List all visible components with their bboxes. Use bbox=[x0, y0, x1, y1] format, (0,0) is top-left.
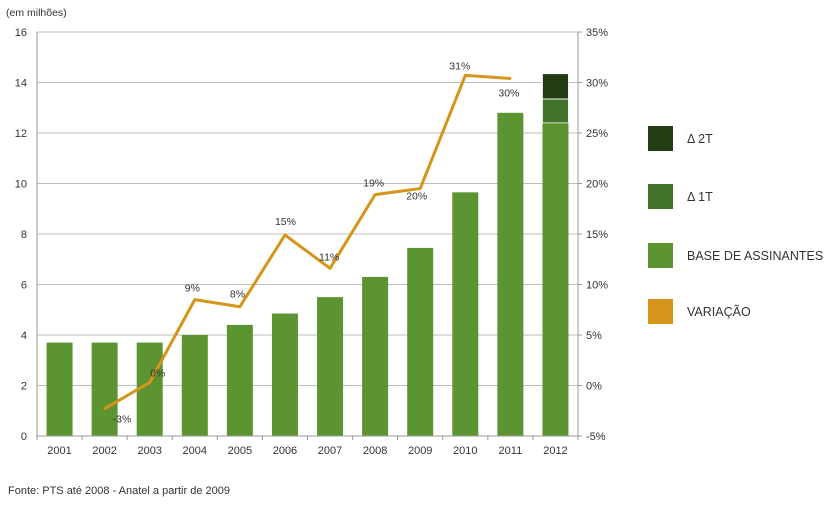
legend-label-delta-1t: Δ 1T bbox=[687, 189, 713, 204]
y-left-tick-4: 4 bbox=[21, 330, 27, 342]
y-axis-unit-label: (em milhões) bbox=[6, 7, 67, 19]
y-left-tick-16: 16 bbox=[15, 27, 27, 39]
data-label-2009: 20% bbox=[406, 191, 427, 203]
legend-swatch-base-assinantes bbox=[648, 243, 673, 268]
bar-base-de-assinantes-2003 bbox=[136, 342, 163, 436]
x-tick-2005: 2005 bbox=[228, 445, 252, 457]
axes bbox=[36, 31, 582, 440]
y-left-tick-12: 12 bbox=[15, 128, 27, 140]
x-tick-2010: 2010 bbox=[453, 445, 477, 457]
bars bbox=[46, 73, 569, 437]
x-tick-2009: 2009 bbox=[408, 445, 432, 457]
data-label-2007: 11% bbox=[319, 251, 339, 263]
legend-swatch-variacao bbox=[648, 299, 673, 324]
variation-point-2004 bbox=[193, 298, 196, 301]
data-label-2004: 9% bbox=[185, 283, 200, 295]
y-right-tick-0%: 0% bbox=[586, 381, 602, 393]
bar-base-de-assinantes-2001 bbox=[46, 342, 73, 436]
variation-point-2007 bbox=[328, 267, 332, 270]
y-left-tick-8: 8 bbox=[21, 229, 27, 241]
source-note: Fonte: PTS até 2008 - Anatel a partir de… bbox=[8, 485, 230, 497]
data-label-2011: 30% bbox=[498, 87, 519, 99]
y-left-tick-14: 14 bbox=[15, 78, 27, 90]
legend-swatch-delta-1t bbox=[648, 184, 673, 209]
bar-base-de-assinantes-2004 bbox=[181, 335, 208, 436]
variation-polyline bbox=[103, 73, 511, 411]
bar--1t-2012 bbox=[542, 98, 569, 124]
y-left-tick-0: 0 bbox=[21, 431, 27, 443]
bar-base-de-assinantes-2008 bbox=[362, 276, 389, 436]
bar-base-de-assinantes-2006 bbox=[271, 313, 298, 436]
bar-base-de-assinantes-2009 bbox=[407, 247, 434, 436]
x-tick-2001: 2001 bbox=[47, 445, 71, 457]
data-label-2008: 19% bbox=[363, 178, 384, 190]
y-right-tick-20%: 20% bbox=[586, 179, 608, 191]
x-tick-2008: 2008 bbox=[363, 445, 387, 457]
legend-label-delta-2t: Δ 2T bbox=[687, 131, 713, 146]
bar-base-de-assinantes-2005 bbox=[226, 324, 253, 436]
y-left-tick-10: 10 bbox=[15, 179, 27, 191]
legend-label-base-assinantes: BASE DE ASSINANTES bbox=[687, 248, 824, 263]
bar-base-de-assinantes-2007 bbox=[317, 297, 344, 436]
legend-item-delta-2t: Δ 2T bbox=[648, 126, 713, 151]
legend-swatch-delta-2t bbox=[648, 126, 673, 151]
y-right-tick-10%: 10% bbox=[586, 280, 608, 292]
y-right-tick-25%: 25% bbox=[586, 128, 608, 140]
y-right-tick-5%: 5% bbox=[586, 330, 602, 342]
variation-point-2009 bbox=[419, 187, 422, 190]
y-right-tick--5%: -5% bbox=[586, 431, 606, 443]
x-tick-2002: 2002 bbox=[92, 445, 116, 457]
variation-point-2011 bbox=[509, 77, 512, 80]
gridlines bbox=[37, 31, 578, 386]
variation-line bbox=[103, 73, 512, 411]
legend-label-variacao: VARIAÇÃO bbox=[687, 304, 751, 319]
y-right-tick-35%: 35% bbox=[586, 27, 608, 39]
y-left-tick-6: 6 bbox=[21, 280, 27, 292]
data-label-2006: 15% bbox=[275, 216, 296, 228]
x-tick-2012: 2012 bbox=[543, 445, 567, 457]
data-label-2005: 8% bbox=[230, 289, 245, 301]
y-right-tick-15%: 15% bbox=[586, 229, 608, 241]
data-label-2002: -3% bbox=[113, 414, 132, 426]
variation-point-2010 bbox=[464, 74, 467, 77]
x-tick-2006: 2006 bbox=[273, 445, 297, 457]
y-left-tick-2: 2 bbox=[21, 381, 27, 393]
legend-item-variacao: VARIAÇÃO bbox=[648, 299, 751, 324]
bar-base-de-assinantes-2012 bbox=[542, 122, 569, 437]
x-tick-2004: 2004 bbox=[183, 445, 207, 457]
bar-base-de-assinantes-2010 bbox=[452, 192, 479, 436]
tick-labels: 0 2 4 6 8 10 12 14 16 -5% 0% 5% 10% 15% 20% 25% 30% 35% 20… bbox=[15, 27, 608, 457]
legend-item-delta-1t: Δ 1T bbox=[648, 184, 713, 209]
variation-point-2005 bbox=[238, 305, 242, 308]
variation-point-2006 bbox=[283, 233, 287, 237]
bar--2t-2012 bbox=[542, 73, 569, 100]
bar-base-de-assinantes-2002 bbox=[91, 342, 118, 436]
variation-data-labels: -3% 0% 9% 8% 15% 11% 19% 20% 31% 30% bbox=[113, 60, 520, 425]
legend-item-base-assinantes: BASE DE ASSINANTES bbox=[648, 243, 823, 268]
x-tick-2003: 2003 bbox=[137, 445, 161, 457]
x-tick-2011: 2011 bbox=[499, 445, 523, 457]
variation-point-2003 bbox=[148, 381, 151, 384]
data-label-2003: 0% bbox=[150, 367, 165, 379]
x-tick-2007: 2007 bbox=[318, 445, 342, 457]
variation-point-2002 bbox=[103, 407, 106, 410]
bar-base-de-assinantes-2011 bbox=[497, 112, 524, 437]
data-label-2010: 31% bbox=[449, 60, 470, 72]
y-right-tick-30%: 30% bbox=[586, 78, 608, 90]
variation-point-2008 bbox=[373, 193, 377, 196]
